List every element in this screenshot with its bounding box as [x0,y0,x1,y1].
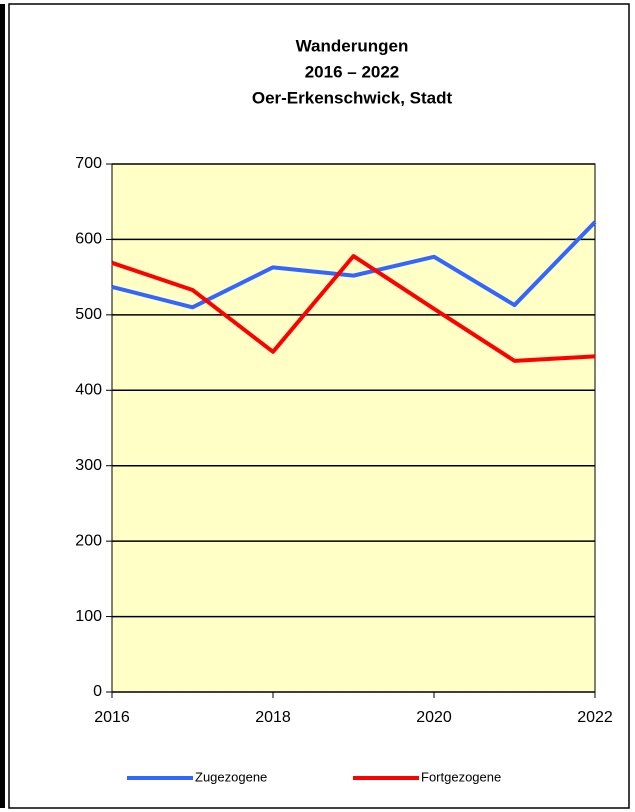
chart-title: Wanderungen [296,36,409,55]
x-tick-label: 2022 [577,709,613,726]
frame-edge [0,4,5,808]
x-tick-label: 2020 [416,709,452,726]
series-line [111,254,596,363]
y-tick-label: 300 [75,457,102,474]
y-tick-label: 0 [93,683,102,700]
chart-title: Oer-Erkenschwick, Stadt [252,88,453,107]
frame [8,3,630,809]
y-tick-label: 600 [75,231,102,248]
x-tick-label: 2016 [94,709,130,726]
y-tick-label: 100 [75,608,102,625]
series-line [111,220,597,310]
legend-label: Fortgezogene [421,769,501,784]
y-tick-label: 200 [75,532,102,549]
x-tick-label: 2018 [255,709,291,726]
y-tick-label: 400 [75,382,102,399]
y-tick-label: 500 [75,306,102,323]
y-tick-label: 700 [75,155,102,172]
plot-area [111,163,596,693]
legend-label: Zugezogene [195,769,267,784]
chart-title: 2016 – 2022 [305,62,400,81]
